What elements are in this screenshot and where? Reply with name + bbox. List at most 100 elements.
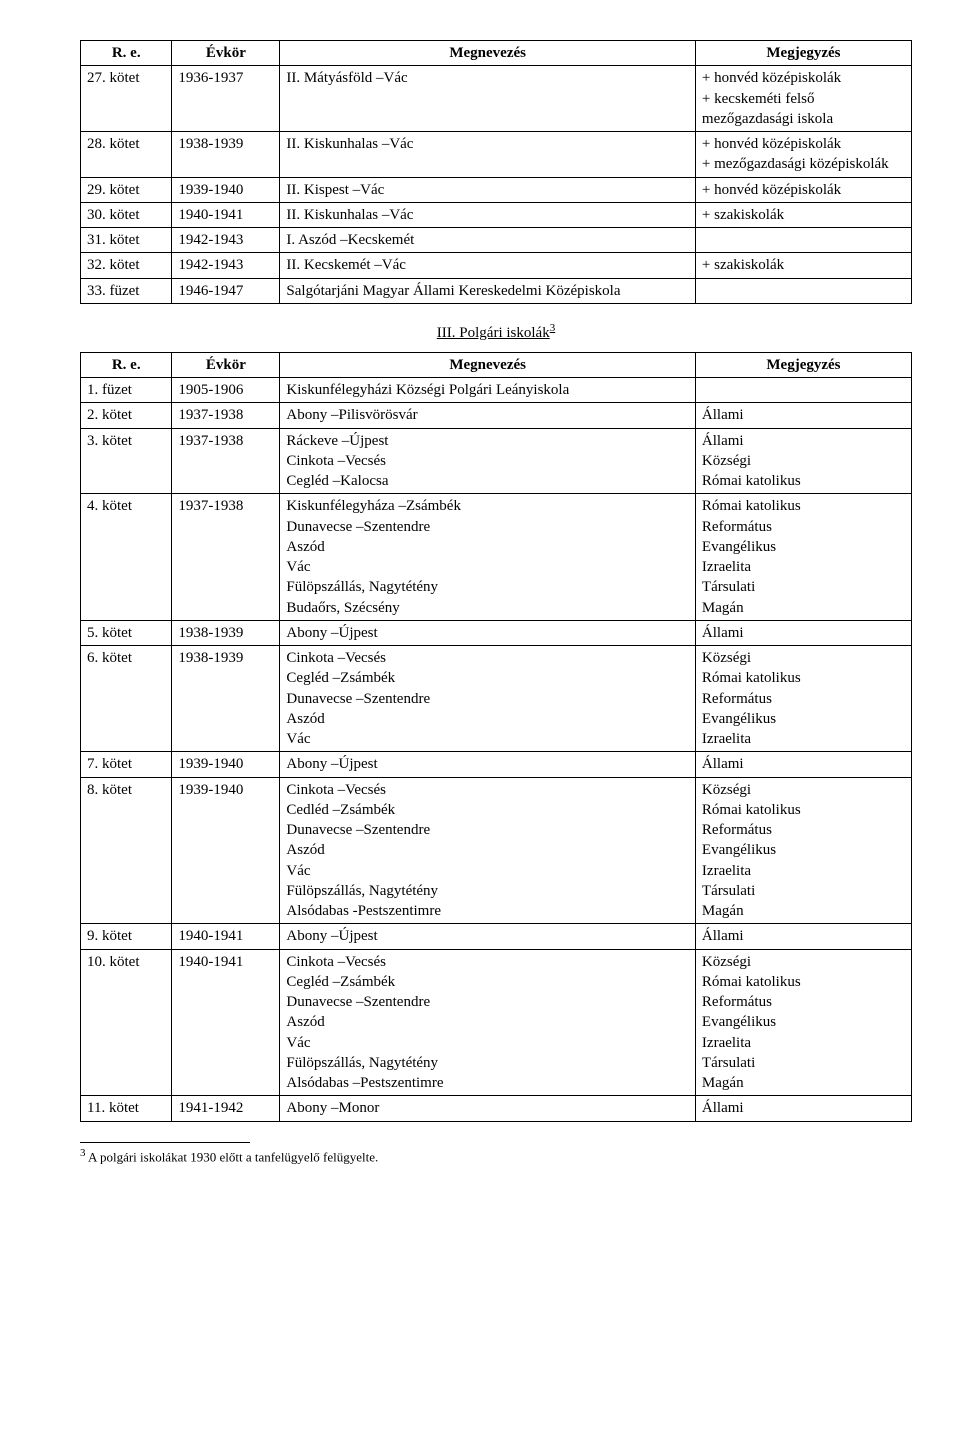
- cell-megjegyzes: Állami: [695, 620, 911, 645]
- cell-megnevezes: Abony –Pilisvörösvár: [280, 403, 696, 428]
- table-row: 28. kötet1938-1939II. Kiskunhalas –Vác+ …: [81, 132, 912, 178]
- cell-evkor: 1936-1937: [172, 66, 280, 132]
- cell-line: Római katolikus: [702, 800, 905, 820]
- cell-megnevezes: Cinkota –VecsésCedléd –ZsámbékDunavecse …: [280, 777, 696, 924]
- cell-re: 28. kötet: [81, 132, 172, 178]
- cell-re: 10. kötet: [81, 949, 172, 1096]
- table-row: 9. kötet1940-1941Abony –ÚjpestÁllami: [81, 924, 912, 949]
- cell-line: Cedléd –Zsámbék: [286, 800, 689, 820]
- cell-line: Református: [702, 992, 905, 1012]
- table-row: 33. füzet1946-1947Salgótarjáni Magyar Ál…: [81, 278, 912, 303]
- cell-megnevezes: Salgótarjáni Magyar Állami Kereskedelmi …: [280, 278, 696, 303]
- cell-re: 7. kötet: [81, 752, 172, 777]
- cell-line: Cinkota –Vecsés: [286, 648, 689, 668]
- cell-line: + szakiskolák: [702, 205, 905, 225]
- cell-re: 32. kötet: [81, 253, 172, 278]
- cell-re: 5. kötet: [81, 620, 172, 645]
- cell-line: Magán: [702, 1073, 905, 1093]
- cell-megnevezes: II. Kispest –Vác: [280, 177, 696, 202]
- cell-line: Kiskunfélegyháza –Zsámbék: [286, 496, 689, 516]
- cell-line: Református: [702, 820, 905, 840]
- cell-line: + honvéd középiskolák: [702, 134, 905, 154]
- cell-line: Evangélikus: [702, 840, 905, 860]
- cell-line: Fülöpszállás, Nagytétény: [286, 577, 689, 597]
- col-evkor: Évkör: [172, 352, 280, 377]
- cell-line: Salgótarjáni Magyar Állami Kereskedelmi …: [286, 281, 689, 301]
- table-header-row: R. e. Évkör Megnevezés Megjegyzés: [81, 352, 912, 377]
- cell-re: 8. kötet: [81, 777, 172, 924]
- col-re: R. e.: [81, 352, 172, 377]
- cell-line: Abony –Újpest: [286, 754, 689, 774]
- cell-re: 27. kötet: [81, 66, 172, 132]
- cell-line: Községi: [702, 451, 905, 471]
- cell-line: Vác: [286, 861, 689, 881]
- cell-line: + szakiskolák: [702, 255, 905, 275]
- cell-megnevezes: Cinkota –VecsésCegléd –ZsámbékDunavecse …: [280, 646, 696, 752]
- footnote-text: A polgári iskolákat 1930 előtt a tanfelü…: [86, 1149, 379, 1164]
- cell-line: Községi: [702, 648, 905, 668]
- cell-line: Magán: [702, 901, 905, 921]
- table-row: 5. kötet1938-1939 Abony –Újpest Állami: [81, 620, 912, 645]
- cell-evkor: 1940-1941: [172, 924, 280, 949]
- cell-re: 6. kötet: [81, 646, 172, 752]
- cell-megnevezes: II. Mátyásföld –Vác: [280, 66, 696, 132]
- table-row: 30. kötet1940-1941II. Kiskunhalas –Vác+ …: [81, 202, 912, 227]
- cell-line: Állami: [702, 431, 905, 451]
- cell-line: Állami: [702, 405, 905, 425]
- cell-line: Községi: [702, 780, 905, 800]
- cell-line: Cinkota –Vecsés: [286, 451, 689, 471]
- cell-megjegyzes: + honvéd középiskolák: [695, 177, 911, 202]
- cell-megjegyzes: KözségiRómai katolikusReformátusEvangéli…: [695, 777, 911, 924]
- cell-line: Alsódabas -Pestszentimre: [286, 901, 689, 921]
- cell-line: II. Kecskemét –Vác: [286, 255, 689, 275]
- cell-evkor: 1937-1938: [172, 494, 280, 621]
- cell-re: 11. kötet: [81, 1096, 172, 1121]
- cell-megjegyzes: Állami: [695, 403, 911, 428]
- cell-evkor: 1939-1940: [172, 777, 280, 924]
- cell-megjegyzes: Állami: [695, 1096, 911, 1121]
- cell-line: Római katolikus: [702, 668, 905, 688]
- cell-evkor: 1940-1941: [172, 202, 280, 227]
- cell-line: + honvéd középiskolák: [702, 68, 905, 88]
- cell-line: Dunavecse –Szentendre: [286, 820, 689, 840]
- cell-megnevezes: I. Aszód –Kecskemét: [280, 228, 696, 253]
- section-heading: III. Polgári iskolák3: [80, 322, 912, 342]
- cell-line: Magán: [702, 598, 905, 618]
- col-megnevezes: Megnevezés: [280, 352, 696, 377]
- cell-megjegyzes: + szakiskolák: [695, 202, 911, 227]
- footnote-rule: [80, 1142, 250, 1143]
- cell-line: Aszód: [286, 709, 689, 729]
- cell-megnevezes: Abony –Újpest: [280, 752, 696, 777]
- cell-megnevezes: Kiskunfélegyháza –ZsámbékDunavecse –Szen…: [280, 494, 696, 621]
- table-row: 32. kötet1942-1943II. Kecskemét –Vác+ sz…: [81, 253, 912, 278]
- cell-line: Dunavecse –Szentendre: [286, 992, 689, 1012]
- table-row: 6. kötet1938-1939Cinkota –VecsésCegléd –…: [81, 646, 912, 752]
- cell-line: Társulati: [702, 1053, 905, 1073]
- cell-line: I. Aszód –Kecskemét: [286, 230, 689, 250]
- cell-line: Állami: [702, 623, 905, 643]
- cell-line: Evangélikus: [702, 537, 905, 557]
- cell-line: Evangélikus: [702, 709, 905, 729]
- cell-evkor: 1939-1940: [172, 752, 280, 777]
- cell-line: Községi: [702, 952, 905, 972]
- cell-line: II. Kispest –Vác: [286, 180, 689, 200]
- cell-megjegyzes: KözségiRómai katolikusReformátusEvangéli…: [695, 646, 911, 752]
- cell-line: II. Kiskunhalas –Vác: [286, 205, 689, 225]
- col-megnevezes: Megnevezés: [280, 41, 696, 66]
- cell-line: Izraelita: [702, 861, 905, 881]
- cell-line: Állami: [702, 926, 905, 946]
- cell-line: Abony –Újpest: [286, 926, 689, 946]
- table-row: 7. kötet1939-1940Abony –ÚjpestÁllami: [81, 752, 912, 777]
- cell-line: Állami: [702, 1098, 905, 1118]
- cell-line: Vác: [286, 557, 689, 577]
- cell-evkor: 1940-1941: [172, 949, 280, 1096]
- col-megjegyzes: Megjegyzés: [695, 352, 911, 377]
- cell-line: Abony –Újpest: [286, 623, 689, 643]
- cell-line: + honvéd középiskolák: [702, 180, 905, 200]
- cell-line: Vác: [286, 1033, 689, 1053]
- cell-re: 1. füzet: [81, 378, 172, 403]
- cell-evkor: 1938-1939: [172, 620, 280, 645]
- bottom-table: R. e. Évkör Megnevezés Megjegyzés 1. füz…: [80, 352, 912, 1122]
- cell-line: Budaőrs, Szécsény: [286, 598, 689, 618]
- cell-line: Református: [702, 517, 905, 537]
